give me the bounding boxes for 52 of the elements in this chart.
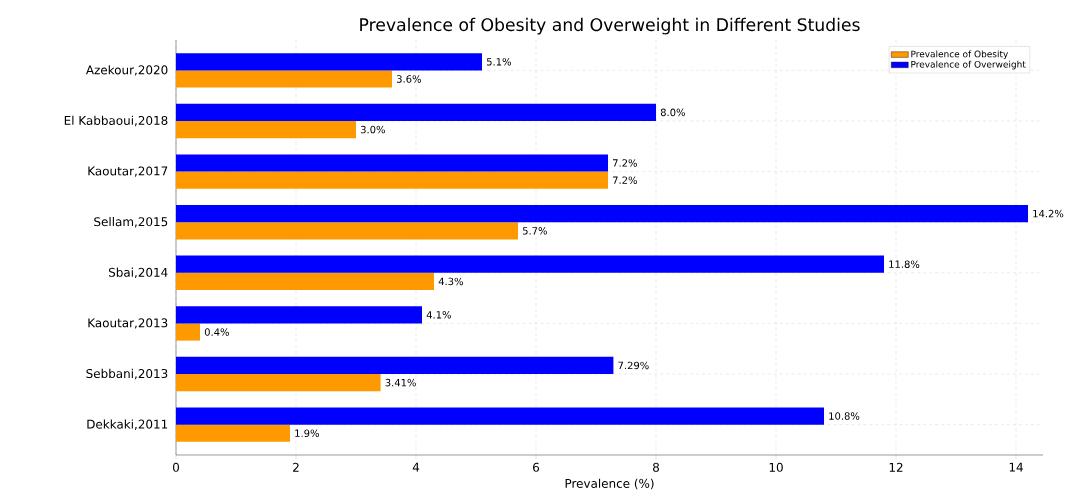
data-label: 7.2%	[613, 159, 637, 167]
data-label: 1.9%	[295, 429, 319, 438]
bar	[176, 154, 609, 172]
legend-label: Prevalence of Obesity	[911, 50, 1009, 60]
data-label: 3.41%	[385, 378, 416, 387]
data-label: 11.8%	[889, 260, 920, 268]
data-label: 5.1%	[486, 57, 511, 66]
x-tick-label: 4	[412, 462, 420, 472]
data-label: 4.1%	[426, 311, 451, 319]
bar	[176, 424, 290, 442]
chart-title: Prevalence of Obesity and Overweight in Different Studies	[360, 17, 860, 35]
data-label: 3.6%	[396, 75, 421, 83]
bar	[176, 70, 392, 88]
data-label: 14.2%	[1033, 209, 1064, 218]
bar	[176, 255, 885, 273]
bar	[176, 120, 356, 139]
y-tick-label: Sbai,2014	[108, 267, 168, 279]
y-tick-label: Sebbani,2013	[86, 368, 168, 380]
bar	[176, 407, 825, 425]
x-tick-label: 0	[172, 462, 180, 472]
x-tick-label: 10	[769, 462, 783, 472]
legend-label: Prevalence of Overweight	[911, 60, 1026, 70]
y-tick-label: Azekour,2020	[85, 65, 168, 76]
bar	[176, 171, 609, 189]
bar	[176, 205, 1029, 223]
x-axis-title: Prevalence (%)	[565, 478, 654, 490]
x-tick-label: 2	[293, 462, 299, 472]
x-tick-label: 12	[889, 462, 903, 472]
data-label: 7.29%	[618, 361, 649, 370]
y-tick-label: Sellam,2015	[94, 216, 168, 228]
data-label: 10.8%	[829, 412, 860, 420]
bar	[176, 356, 614, 375]
bar	[176, 306, 422, 324]
x-tick-label: 6	[533, 462, 540, 472]
y-tick-label: Kaoutar,2017	[88, 166, 168, 177]
data-label: 7.2%	[613, 176, 637, 184]
x-tick-label: 8	[653, 462, 659, 472]
bar	[176, 53, 482, 71]
bar	[176, 374, 381, 392]
y-tick-label: Dekkaki,2011	[87, 419, 168, 430]
data-label: 5.7%	[522, 227, 547, 235]
x-tick-label: 14	[1009, 462, 1023, 472]
bar	[176, 272, 434, 291]
data-label: 4.3%	[438, 277, 463, 286]
y-tick-label: El Kabbaoui,2018	[64, 115, 168, 127]
bar	[176, 222, 518, 240]
data-label: 3.0%	[360, 125, 385, 134]
data-label: 0.4%	[204, 328, 229, 336]
bar	[176, 103, 657, 121]
y-tick-label: Kaoutar,2013	[88, 318, 168, 329]
bar	[176, 323, 200, 341]
data-label: 8.0%	[660, 108, 685, 117]
